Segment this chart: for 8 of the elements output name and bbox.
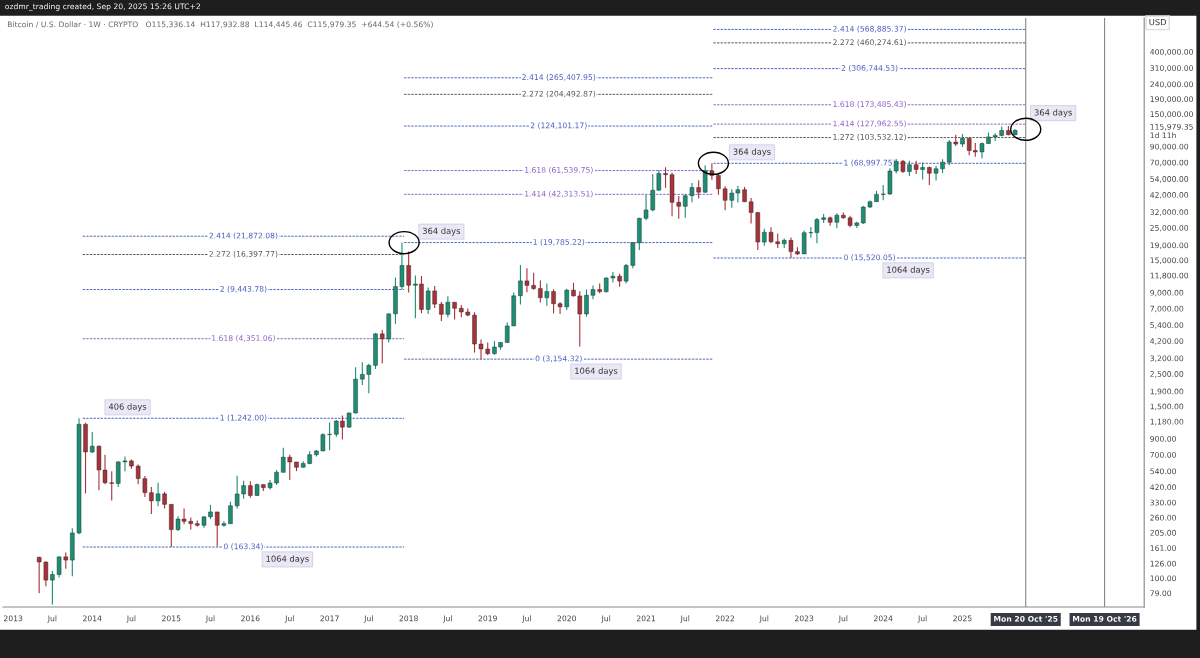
annotation: 1064 days [575,367,618,376]
annotation: 364 days [422,227,461,236]
annotation: 1064 days [887,266,930,275]
annotation: 364 days [1034,109,1072,118]
y-axis-title: USD [1149,18,1167,26]
annotation: 1064 days [266,555,309,564]
annotation: 364 days [733,148,771,157]
annotation: 406 days [108,403,147,412]
